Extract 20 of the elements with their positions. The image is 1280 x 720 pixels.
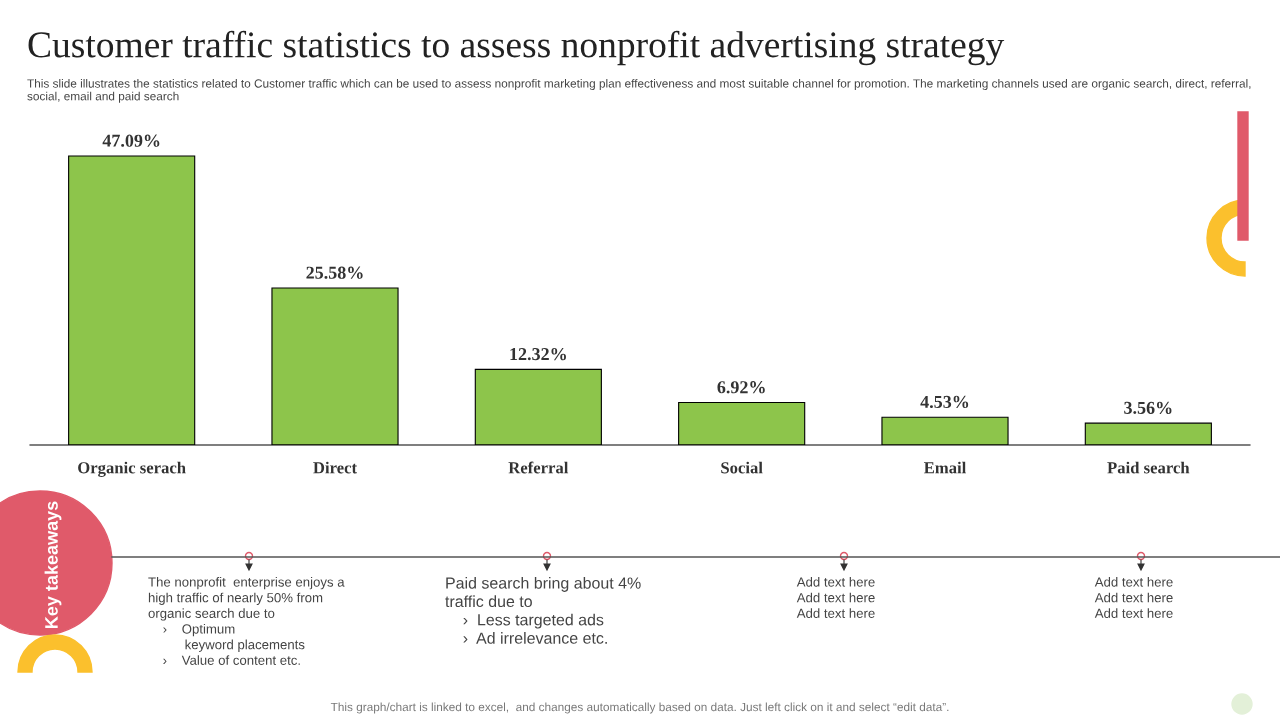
data-label: 4.53% [920, 395, 969, 409]
data-label: 6.92% [717, 381, 765, 394]
text: Add text here Add text here Add text here [1094, 577, 1173, 618]
x-tick-label: Email [923, 461, 967, 474]
x-tick-label: Referral [508, 461, 569, 474]
text: The nonprofit enterprise enjoys a high traffic of nearly 50% from organic search due to › Optimum keyword placements › Value of content etc. [148, 577, 345, 665]
x-tick-label: Paid search [1107, 461, 1190, 474]
chart-subtitle: This slide illustrates the statistics related to Customer traffic which can be used to assess nonprofit marketing plan effectiveness and most suitable channel for promotion. The marketing channels used are organic search, direct, referral, social, email and paid search [27, 79, 1251, 103]
x-tick-label: Social [721, 461, 763, 474]
text: Key takeaways [44, 501, 62, 629]
x-tick-label: Direct [313, 461, 357, 474]
data-label: 3.56% [1124, 401, 1172, 415]
x-tick-label: Organic serach [78, 461, 186, 477]
text: Add text here Add text here Add text here [796, 577, 875, 618]
text: Paid search bring about 4% traffic due to › Less targeted ads › Ad irrelevance etc. [445, 577, 641, 644]
text: This graph/chart is linked to excel, and changes automatically based on data. Just left click on it and select “edit data”. [330, 702, 949, 714]
data-label: 12.32% [510, 347, 566, 361]
data-label: 47.09% [102, 134, 160, 147]
chart-title: Customer traffic statistics to assess nonprofit advertising strategy [28, 30, 1005, 66]
data-label: 25.58% [306, 266, 363, 279]
